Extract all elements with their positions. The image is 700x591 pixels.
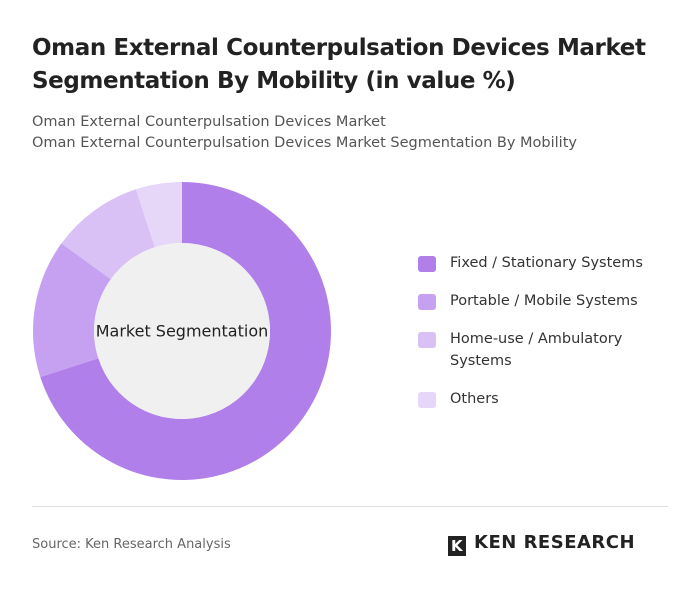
subtitle: Oman External Counterpulsation Devices M…: [32, 135, 577, 151]
legend-swatch: [418, 392, 436, 408]
center-label: Market Segmentation: [96, 322, 269, 341]
legend-label: Others: [450, 391, 499, 407]
donut-slice: [33, 243, 111, 378]
donut-slice: [61, 189, 155, 280]
logo: K KEN RESEARCH: [448, 532, 635, 556]
legend-swatch: [418, 332, 436, 348]
chart: Market Segmentation: [33, 182, 332, 480]
source: Source: Ken Research Analysis: [32, 537, 231, 552]
logo-text: KEN RESEARCH: [474, 532, 636, 553]
legend: Fixed / Stationary Systems Portable / Mob…: [418, 252, 678, 426]
logo-icon: K: [448, 536, 466, 556]
divider: [32, 506, 668, 507]
legend-swatch: [418, 256, 436, 272]
legend-item: Fixed / Stationary Systems: [418, 252, 678, 274]
legend-swatch: [418, 294, 436, 310]
legend-item: Home-use / Ambulatory Systems: [418, 328, 678, 372]
subtitle: Oman External Counterpulsation Devices M…: [32, 114, 386, 130]
legend-label: Home-use / Ambulatory Systems: [450, 331, 623, 369]
donut-slice: [40, 182, 332, 480]
chart-title: Oman External Counterpulsation Devices M…: [32, 35, 646, 94]
legend-label: Fixed / Stationary Systems: [450, 255, 643, 271]
donut-slice: [135, 182, 182, 248]
legend-item: Others: [418, 388, 678, 410]
legend-label: Portable / Mobile Systems: [450, 293, 638, 309]
legend-item: Portable / Mobile Systems: [418, 290, 678, 312]
donut-hole: [94, 243, 270, 419]
